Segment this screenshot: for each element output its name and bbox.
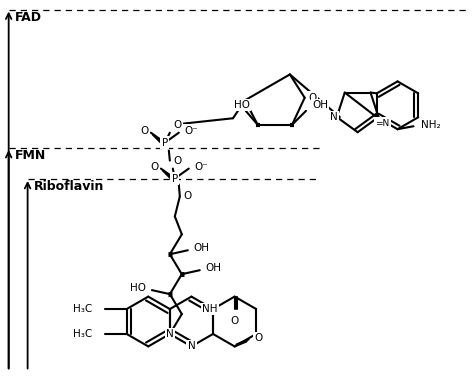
Text: HO: HO <box>234 100 250 110</box>
Text: OH: OH <box>206 263 222 273</box>
Text: O⁻: O⁻ <box>185 126 199 136</box>
Text: H₃C: H₃C <box>73 329 92 339</box>
Text: P: P <box>162 138 168 148</box>
Text: N: N <box>209 304 217 314</box>
Text: N: N <box>166 329 174 339</box>
Text: P: P <box>172 173 178 184</box>
Text: H₃C: H₃C <box>73 329 92 339</box>
Text: N: N <box>330 112 337 122</box>
Text: OH: OH <box>194 243 210 253</box>
Text: O: O <box>309 93 317 103</box>
Text: H₃C: H₃C <box>73 304 92 314</box>
Text: N: N <box>188 342 195 351</box>
Text: O: O <box>255 333 263 343</box>
Text: NH: NH <box>202 304 218 314</box>
Text: N: N <box>209 304 217 314</box>
Text: N: N <box>188 342 195 351</box>
Text: Riboflavin: Riboflavin <box>34 180 104 193</box>
Text: O: O <box>183 192 192 201</box>
Text: O: O <box>141 126 149 136</box>
Text: OH: OH <box>312 100 328 110</box>
Text: FAD: FAD <box>15 11 42 24</box>
Text: O: O <box>173 156 182 166</box>
Text: =N: =N <box>375 118 390 127</box>
Text: N: N <box>166 329 174 339</box>
Text: FMN: FMN <box>15 149 46 162</box>
Text: O: O <box>151 162 159 172</box>
Text: NH: NH <box>202 304 218 314</box>
Text: O: O <box>230 316 239 325</box>
Text: O: O <box>173 120 182 130</box>
Text: HO: HO <box>130 283 146 293</box>
Text: H₃C: H₃C <box>73 304 92 314</box>
Text: O⁻: O⁻ <box>195 162 209 172</box>
Text: NH₂: NH₂ <box>421 120 441 130</box>
